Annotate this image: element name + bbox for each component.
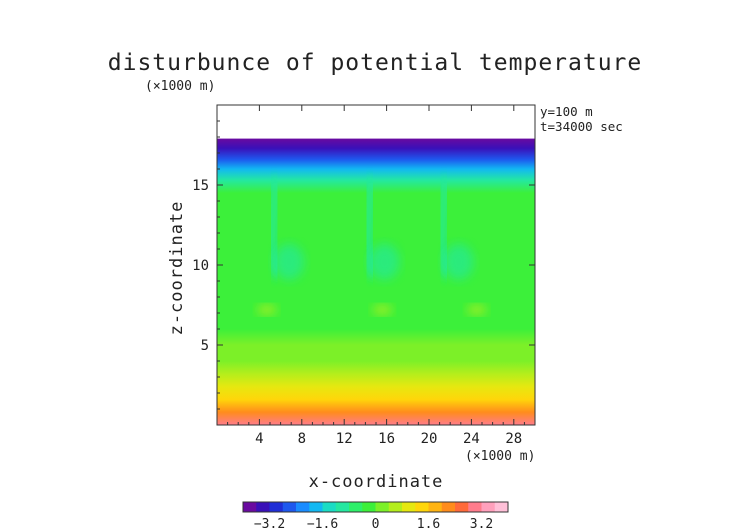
- colorbar-swatch: [402, 502, 416, 512]
- colorbar-tick-label: 0: [372, 517, 380, 532]
- z-tick-label: 15: [192, 178, 209, 194]
- x-tick-label: 28: [505, 431, 522, 447]
- colorbar-swatch: [375, 502, 390, 512]
- colorbar-frame: [242, 501, 509, 513]
- colorbar-swatch: [428, 502, 443, 512]
- colorbar: −3.2 −1.6 0 1.6 3.2: [242, 501, 509, 532]
- colorbar-swatch: [282, 502, 297, 512]
- warm-bump: [372, 304, 393, 315]
- warm-bump: [466, 304, 487, 315]
- colorbar-swatch: [481, 502, 496, 512]
- colorbar-swatch: [455, 502, 469, 512]
- plume-head: [274, 243, 305, 280]
- colorbar-swatch: [362, 502, 376, 512]
- x-tick-label: 24: [463, 431, 480, 447]
- plume-head: [369, 243, 400, 280]
- x-tick-label: 20: [421, 431, 438, 447]
- x-tick-label: 4: [255, 431, 263, 447]
- colorbar-tick-label: 3.2: [470, 517, 493, 532]
- x-axis-label: x-coordinate: [309, 472, 444, 492]
- z-tick-label: 5: [201, 338, 209, 354]
- annotation-text: y=100 m: [540, 104, 593, 119]
- colorbar-swatch: [322, 502, 337, 512]
- x-tick-label: 8: [298, 431, 306, 447]
- z-unit-label: (×1000 m): [145, 79, 215, 94]
- colorbar-swatch: [256, 502, 270, 512]
- colorbar-swatch: [296, 502, 310, 512]
- field-background: [217, 138, 535, 425]
- warm-bump: [256, 304, 277, 315]
- colorbar-swatch: [441, 502, 456, 512]
- colorbar-swatch: [335, 502, 350, 512]
- z-tick-label: 10: [192, 258, 209, 274]
- annotation-text: t=34000 sec: [540, 119, 623, 134]
- colorbar-tick-label: 1.6: [417, 517, 440, 532]
- x-unit-label: (×1000 m): [465, 449, 535, 464]
- chart-title: disturbunce of potential temperature: [108, 50, 643, 76]
- colorbar-swatch: [269, 502, 284, 512]
- x-axis: 4 8 12 16 20 24 28: [227, 105, 525, 447]
- annotations: y=100 mt=34000 sec: [540, 104, 623, 134]
- colorbar-swatch: [468, 502, 482, 512]
- x-tick-label: 16: [378, 431, 395, 447]
- z-axis: 5 10 15: [192, 120, 535, 410]
- colorbar-tick-label: −1.6: [307, 517, 338, 532]
- colorbar-swatch: [349, 502, 363, 512]
- colorbar-swatch: [309, 502, 323, 512]
- y-axis-label: z-coordinate: [167, 201, 187, 336]
- colorbar-swatch: [494, 502, 509, 512]
- colorbar-swatch: [243, 502, 257, 512]
- colorbar-swatch: [388, 502, 403, 512]
- x-tick-label: 12: [336, 431, 353, 447]
- plume-structures: [256, 176, 487, 315]
- colorbar-tick-label: −3.2: [254, 517, 285, 532]
- plume-head: [443, 243, 474, 280]
- colorbar-swatch: [415, 502, 429, 512]
